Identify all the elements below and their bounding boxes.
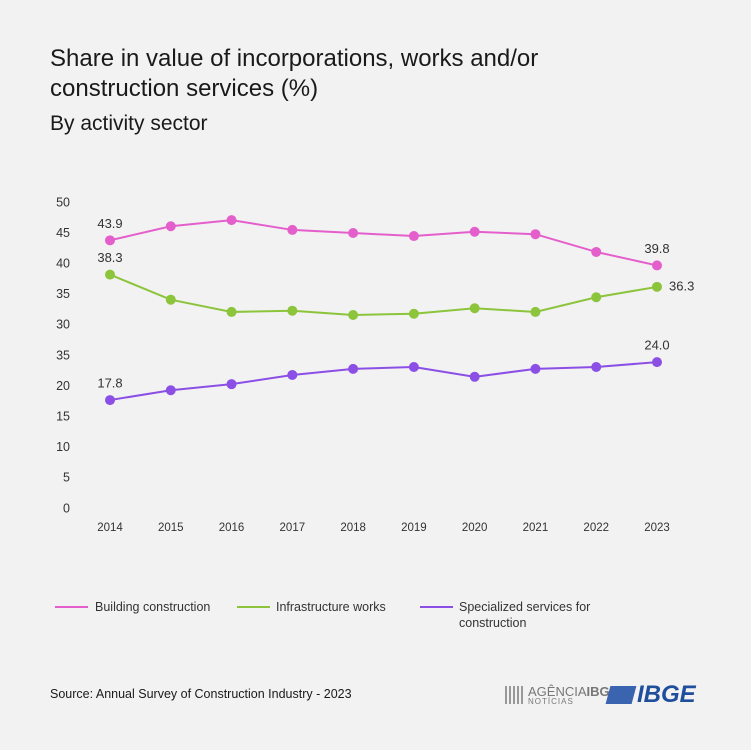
- data-point: [226, 379, 237, 390]
- y-tick-label: 30: [56, 318, 70, 332]
- y-tick-label: 45: [56, 226, 70, 240]
- legend-label: Building construction: [95, 600, 211, 614]
- logo-text: AGÊNCIA: [528, 684, 587, 699]
- logo-text: NOTÍCIAS: [528, 697, 574, 706]
- data-point: [408, 362, 419, 373]
- brand-logo: IBGE: [637, 681, 696, 708]
- data-label: 17.8: [97, 376, 122, 391]
- data-point: [652, 357, 662, 368]
- data-point: [530, 229, 541, 240]
- data-label: 43.9: [97, 216, 122, 231]
- data-point: [226, 215, 237, 226]
- data-point: [105, 235, 115, 246]
- data-label: 24.0: [644, 338, 669, 353]
- data-point: [591, 292, 602, 303]
- data-point: [287, 369, 298, 380]
- source-note: Source: Annual Survey of Construction In…: [50, 687, 352, 701]
- data-point: [165, 221, 176, 232]
- x-tick-label: 2018: [340, 522, 366, 534]
- data-point: [591, 362, 602, 373]
- data-point: [530, 306, 541, 317]
- data-point: [469, 303, 480, 314]
- y-tick-label: 15: [56, 409, 70, 423]
- series-line: [109, 219, 658, 267]
- series-line: [109, 361, 658, 402]
- data-label: 36.3: [669, 278, 694, 293]
- x-tick-label: 2020: [462, 522, 488, 534]
- data-point: [469, 226, 480, 237]
- x-tick-label: 2021: [523, 522, 549, 534]
- x-tick-label: 2017: [280, 522, 306, 534]
- data-point: [226, 306, 237, 317]
- y-tick-label: 35: [56, 287, 70, 301]
- x-tick-label: 2016: [219, 522, 245, 534]
- chart-title: Share in value of incorporations, works …: [50, 45, 539, 102]
- data-point: [348, 363, 359, 374]
- series-line: [109, 273, 658, 316]
- x-tick-label: 2014: [97, 522, 123, 534]
- legend-label: Specialized services for construction: [459, 600, 591, 630]
- y-tick-label: 5: [63, 471, 70, 485]
- y-tick-label: 35: [56, 348, 70, 362]
- brand-icon: [605, 686, 637, 704]
- agency-icon: [505, 686, 523, 704]
- data-point: [105, 269, 115, 280]
- chart-subtitle: By activity sector: [50, 112, 208, 135]
- data-label: 39.8: [644, 241, 669, 256]
- x-tick-label: 2023: [644, 522, 670, 534]
- data-point: [165, 294, 176, 305]
- x-tick-label: 2015: [158, 522, 184, 534]
- data-point: [408, 231, 419, 242]
- data-label: 38.3: [97, 250, 122, 265]
- y-tick-label: 40: [56, 256, 70, 270]
- y-tick-label: 20: [56, 379, 70, 393]
- data-point: [287, 305, 298, 316]
- x-tick-label: 2022: [583, 522, 609, 534]
- x-tick-label: 2019: [401, 522, 427, 534]
- data-point: [348, 309, 359, 320]
- data-point: [408, 308, 419, 319]
- data-point: [105, 395, 115, 406]
- data-point: [652, 260, 662, 271]
- y-tick-label: 10: [56, 440, 70, 454]
- data-point: [165, 385, 176, 396]
- data-point: [287, 224, 298, 235]
- data-point: [652, 281, 662, 292]
- data-point: [348, 227, 359, 238]
- data-point: [591, 246, 602, 257]
- y-tick-label: 0: [63, 501, 70, 515]
- data-point: [530, 363, 541, 374]
- y-tick-label: 50: [56, 195, 70, 209]
- data-point: [469, 371, 480, 382]
- legend-label: Infrastructure works: [276, 600, 386, 614]
